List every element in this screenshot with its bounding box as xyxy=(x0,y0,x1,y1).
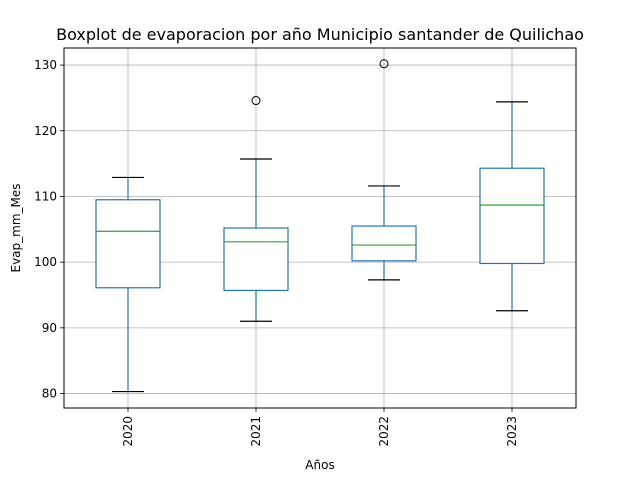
x-tick-label: 2020 xyxy=(121,416,135,447)
iqr-box xyxy=(351,225,417,262)
y-axis-label: Evap_mm_Mes xyxy=(9,183,23,272)
chart-title: Boxplot de evaporacion por año Municipio… xyxy=(56,25,584,44)
box-2020 xyxy=(95,176,161,393)
x-tick-label: 2021 xyxy=(249,416,263,447)
box-2021 xyxy=(223,96,289,322)
x-axis-ticks: 2020 2021 2022 2023 xyxy=(121,408,519,447)
y-tick-label: 90 xyxy=(42,321,57,335)
y-tick-label: 130 xyxy=(34,58,57,72)
outlier-point xyxy=(379,59,389,69)
iqr-box xyxy=(223,227,289,292)
box-layer xyxy=(95,59,545,393)
iqr-box xyxy=(479,167,545,265)
outlier-point xyxy=(251,96,261,106)
y-tick-label: 100 xyxy=(34,255,57,269)
y-tick-label: 110 xyxy=(34,189,57,203)
x-tick-label: 2022 xyxy=(377,416,391,447)
x-axis-label: Años xyxy=(305,458,334,472)
box-2022 xyxy=(351,59,417,281)
y-tick-label: 80 xyxy=(42,387,57,401)
x-tick-label: 2023 xyxy=(505,416,519,447)
y-axis-ticks: 80 90 100 110 120 130 xyxy=(34,58,64,401)
box-2023 xyxy=(479,101,545,312)
y-tick-label: 120 xyxy=(34,124,57,138)
plot-area-frame xyxy=(63,47,577,409)
iqr-box xyxy=(95,199,161,289)
